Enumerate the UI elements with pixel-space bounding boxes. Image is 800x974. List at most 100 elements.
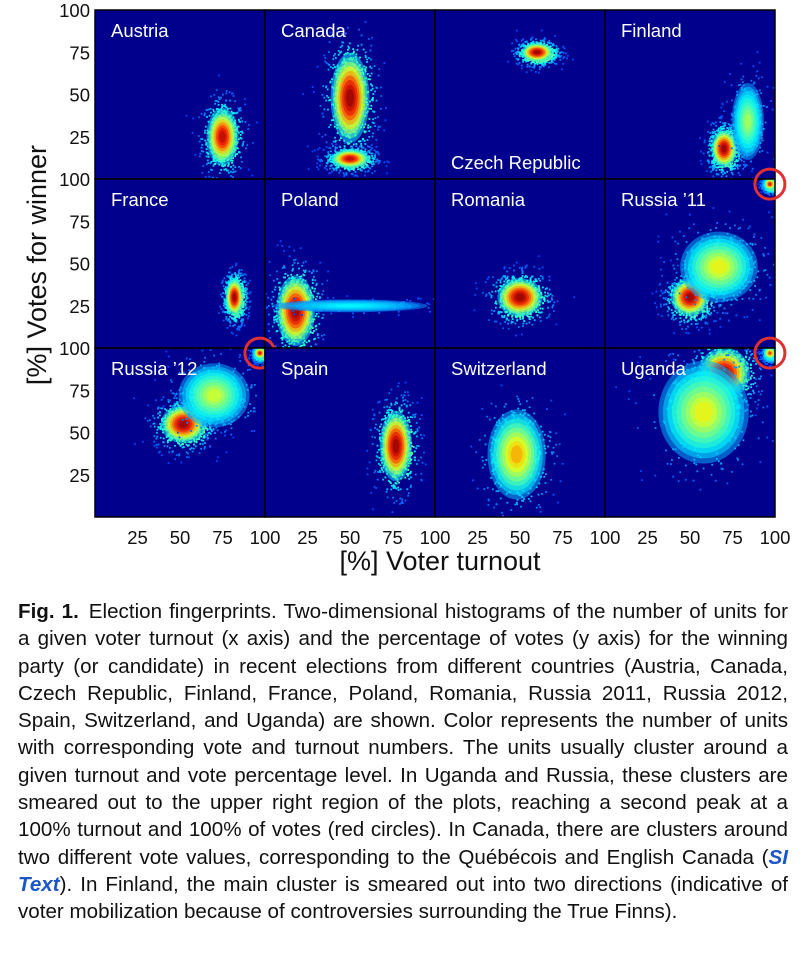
density-point: [708, 166, 711, 169]
density-point: [713, 122, 715, 125]
density-point: [545, 59, 548, 62]
density-point: [368, 107, 371, 110]
density-point: [314, 287, 316, 290]
density-point: [367, 78, 370, 81]
density-point: [535, 41, 538, 43]
density-point: [205, 109, 208, 111]
density-point: [738, 157, 740, 160]
density-point: [231, 171, 234, 174]
density-point: [367, 126, 369, 129]
density-point: [370, 58, 372, 61]
density-point: [234, 170, 237, 173]
panel-austria: Austria: [94, 9, 266, 180]
density-point: [230, 166, 232, 168]
density-point: [521, 55, 524, 57]
density-point: [562, 57, 565, 60]
density-point: [226, 327, 229, 329]
density-point: [563, 56, 566, 58]
density-point: [237, 274, 240, 276]
density-point: [292, 310, 295, 312]
density-point: [362, 146, 365, 149]
density-point: [232, 95, 235, 97]
density-point: [329, 81, 332, 84]
density-point: [559, 52, 561, 54]
density-point: [338, 171, 341, 174]
density-point: [229, 321, 232, 324]
density-point: [191, 132, 194, 134]
density-point: [225, 92, 228, 95]
density-point: [541, 64, 543, 67]
density-point: [729, 165, 732, 168]
density-point: [357, 44, 359, 47]
density-point: [210, 160, 213, 163]
density-point: [328, 51, 330, 53]
density-point: [240, 161, 243, 163]
density-point: [248, 312, 250, 314]
density-point: [212, 176, 215, 179]
density-point: [227, 163, 230, 166]
density-point: [273, 319, 276, 321]
density-point: [324, 133, 327, 136]
density-point: [537, 255, 540, 258]
density-point: [538, 62, 541, 64]
density-point: [342, 41, 345, 44]
density-point: [367, 169, 370, 172]
density-point: [235, 275, 238, 278]
density-point: [359, 140, 362, 143]
density-point: [226, 311, 229, 314]
density-point: [324, 155, 327, 158]
density-point: [555, 45, 558, 47]
density-point: [316, 65, 319, 68]
density-point: [221, 93, 224, 96]
density-point: [706, 160, 709, 163]
density-core: [744, 113, 751, 130]
density-point: [244, 307, 247, 310]
density-point: [241, 309, 243, 312]
density-point: [284, 276, 286, 279]
density-point: [520, 45, 523, 48]
density-point: [370, 67, 373, 70]
density-point: [327, 96, 330, 99]
density-point: [201, 171, 204, 174]
density-point: [269, 274, 271, 277]
density-point: [772, 86, 775, 89]
density-point: [552, 43, 555, 45]
density-point: [316, 295, 318, 298]
density-point: [274, 345, 277, 348]
density-point: [334, 148, 337, 150]
density-point: [225, 106, 228, 109]
density-point: [312, 269, 315, 272]
density-point: [197, 135, 200, 137]
density-point: [204, 125, 207, 128]
density-point: [324, 57, 327, 59]
density-point: [372, 93, 375, 95]
density-point: [241, 120, 244, 123]
density-point: [241, 321, 244, 324]
density-point: [347, 143, 350, 145]
density-point: [533, 61, 536, 64]
density-point: [363, 130, 366, 133]
density-point: [734, 167, 736, 170]
density-point: [700, 163, 703, 165]
density-point: [231, 112, 234, 115]
density-point: [315, 298, 317, 301]
density-point: [525, 71, 528, 74]
density-point: [359, 56, 361, 59]
density-point: [231, 161, 233, 164]
density-point: [313, 330, 315, 332]
density-point: [340, 137, 342, 139]
density-point: [712, 161, 715, 163]
density-point: [352, 48, 355, 50]
density-point: [370, 83, 372, 86]
density-point: [311, 150, 314, 153]
density-point: [304, 260, 307, 263]
density-point: [521, 272, 524, 274]
density-point: [550, 58, 553, 61]
density-point: [343, 147, 346, 150]
density-point: [281, 342, 284, 344]
density-point: [227, 319, 229, 322]
density-point: [207, 153, 210, 156]
density-point: [237, 125, 240, 128]
panel-label: Poland: [281, 189, 339, 210]
density-point: [385, 165, 388, 168]
